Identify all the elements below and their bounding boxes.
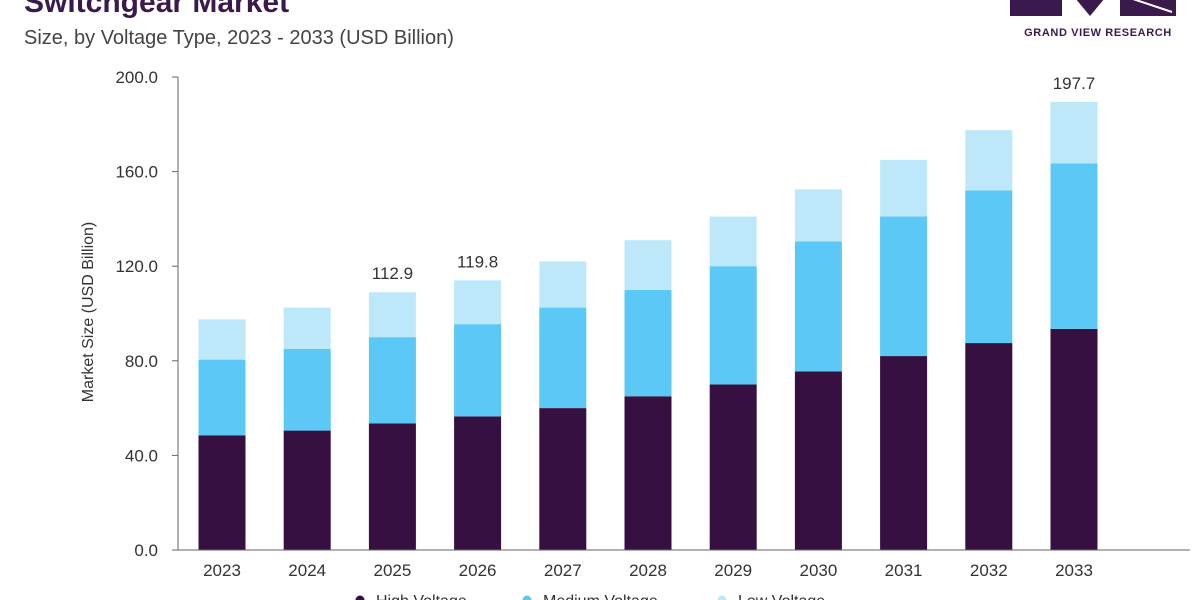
- legend-swatch-high-voltage: [355, 595, 365, 600]
- bar-medium-voltage-2026: [454, 324, 502, 417]
- y-tick-label: 0.0: [134, 541, 158, 560]
- bar-low-voltage-2026: [454, 280, 502, 325]
- y-axis-title: Market Size (USD Billion): [80, 222, 97, 402]
- bar-medium-voltage-2033: [1050, 163, 1098, 329]
- bar-medium-voltage-2025: [368, 337, 416, 424]
- legend-swatch-medium-voltage: [522, 595, 532, 600]
- bar-high-voltage-2028: [624, 396, 672, 550]
- x-tick-label-2031: 2031: [885, 561, 923, 580]
- bar-low-voltage-2024: [283, 307, 331, 349]
- x-axis: 2023 2024 2025 2026 2027 2028 2029 2030 2031 2032…: [178, 549, 1190, 580]
- x-tick-label-2030: 2030: [799, 561, 837, 580]
- x-tick-label-2025: 2025: [373, 561, 411, 580]
- bar-medium-voltage-2031: [880, 216, 928, 357]
- x-tick-label-2032: 2032: [970, 561, 1008, 580]
- chart-title: Switchgear Market: [24, 0, 290, 19]
- bar-high-voltage-2026: [454, 416, 502, 550]
- bar-high-voltage-2029: [709, 384, 757, 550]
- bar-high-voltage-2025: [368, 423, 416, 550]
- legend: High Voltage Medium Voltage Low Voltage: [355, 593, 825, 600]
- bar-high-voltage-2031: [880, 356, 928, 550]
- bar-low-voltage-2031: [880, 159, 928, 217]
- bar-medium-voltage-2029: [709, 266, 757, 385]
- x-tick-label-2024: 2024: [288, 561, 326, 580]
- chart-subtitle: Size, by Voltage Type, 2023 - 2033 (USD …: [24, 27, 454, 49]
- bar-medium-voltage-2024: [283, 348, 331, 431]
- bar-medium-voltage-2030: [794, 241, 842, 372]
- bar-low-voltage-2028: [624, 240, 672, 290]
- bar-high-voltage-2023: [198, 435, 246, 550]
- legend-swatch-low-voltage: [717, 595, 727, 600]
- brand-name: GRAND VIEW RESEARCH: [1024, 27, 1172, 39]
- x-tick-label-2033: 2033: [1055, 561, 1093, 580]
- y-tick-label: 40.0: [125, 446, 158, 465]
- x-tick-label-2027: 2027: [544, 561, 582, 580]
- bar-low-voltage-2030: [794, 189, 842, 242]
- bar-high-voltage-2024: [283, 430, 331, 550]
- bar-medium-voltage-2028: [624, 289, 672, 397]
- bar-low-voltage-2029: [709, 216, 757, 267]
- bar-high-voltage-2030: [794, 371, 842, 550]
- bar-low-voltage-2025: [368, 292, 416, 338]
- data-label-2025: 112.9: [372, 264, 413, 283]
- bar-low-voltage-2027: [539, 261, 587, 308]
- legend-label-medium-voltage: Medium Voltage: [543, 593, 658, 600]
- y-tick-label: 160.0: [115, 163, 158, 182]
- bar-high-voltage-2033: [1050, 328, 1098, 550]
- y-tick-label: 80.0: [125, 352, 158, 371]
- y-tick-label: 120.0: [115, 257, 158, 276]
- x-tick-label-2023: 2023: [203, 561, 241, 580]
- bar-high-voltage-2027: [539, 408, 587, 550]
- x-tick-label-2026: 2026: [459, 561, 497, 580]
- x-tick-label-2028: 2028: [629, 561, 667, 580]
- bar-low-voltage-2033: [1050, 101, 1098, 164]
- legend-label-low-voltage: Low Voltage: [738, 593, 825, 600]
- bar-medium-voltage-2032: [965, 190, 1013, 344]
- data-labels: 112.9 119.8 197.7: [372, 74, 1096, 283]
- grand-view-research-logo-icon: [1010, 0, 1176, 16]
- data-label-2033: 197.7: [1053, 74, 1096, 93]
- x-tick-label-2029: 2029: [714, 561, 752, 580]
- bar-medium-voltage-2023: [198, 359, 246, 436]
- bar-low-voltage-2023: [198, 319, 246, 360]
- bar-low-voltage-2032: [965, 130, 1013, 191]
- legend-label-high-voltage: High Voltage: [376, 593, 467, 600]
- data-label-2026: 119.8: [457, 252, 498, 271]
- bar-high-voltage-2032: [965, 343, 1013, 550]
- bar-medium-voltage-2027: [539, 307, 587, 409]
- bars: [198, 101, 1098, 550]
- y-tick-label: 200.0: [115, 68, 158, 87]
- y-axis: 0.0 40.0 80.0 120.0 160.0 200.0: [115, 68, 179, 560]
